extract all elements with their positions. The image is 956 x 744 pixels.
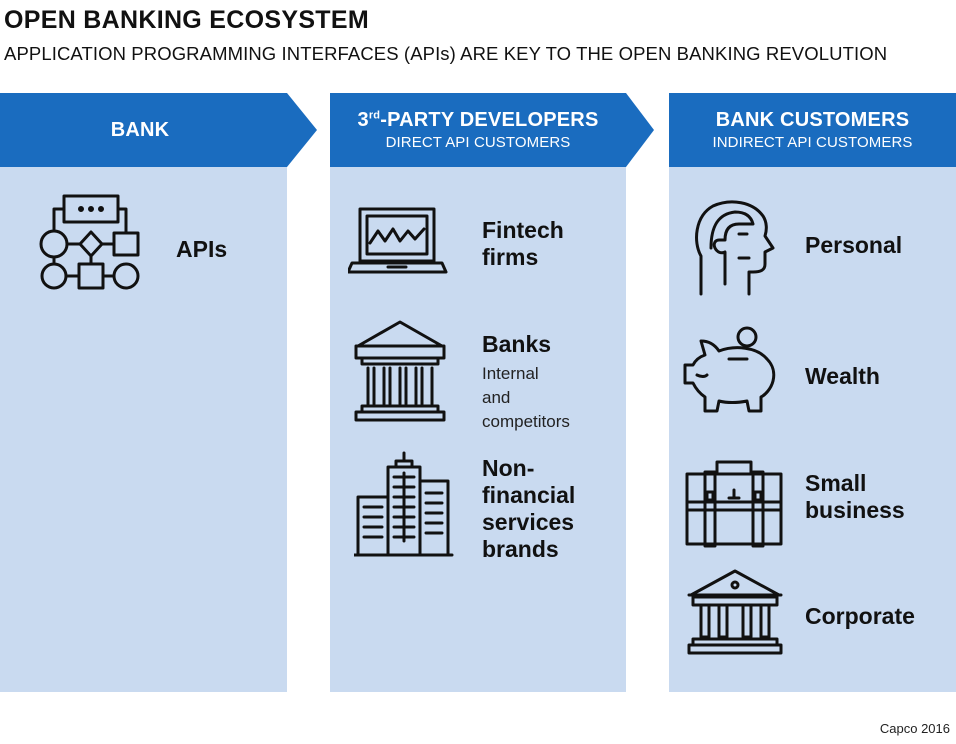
column-developers-header: 3rd-PARTY DEVELOPERS DIRECT API CUSTOMER… xyxy=(330,93,660,167)
column-developers-subtitle: DIRECT API CUSTOMERS xyxy=(385,134,571,151)
bank-building-icon xyxy=(354,320,446,422)
column-bank-title: BANK xyxy=(110,118,170,141)
item-label: Fintech firms xyxy=(482,217,564,271)
header-shape xyxy=(669,93,956,167)
label-line: firms xyxy=(482,244,539,270)
column-customers-subtitle: INDIRECT API CUSTOMERS xyxy=(712,134,913,151)
title-rest: -PARTY DEVELOPERS xyxy=(380,109,599,131)
sublabel-line: Internal and xyxy=(482,364,539,407)
label-line: services xyxy=(482,509,575,535)
title-ordinal-suffix: rd xyxy=(368,109,381,122)
column-developers: 3rd-PARTY DEVELOPERS DIRECT API CUSTOMER… xyxy=(330,93,654,692)
sublabel-line: competitors xyxy=(482,412,570,431)
corporate-building-icon xyxy=(687,569,783,655)
item-label: Banks xyxy=(482,331,552,357)
label-line: financial xyxy=(482,482,576,508)
item-label: Corporate xyxy=(805,603,915,629)
item-label: Wealth xyxy=(805,363,880,389)
person-head-icon xyxy=(695,200,775,296)
label-line: Fintech xyxy=(482,217,564,243)
label-line: Non- xyxy=(482,455,535,481)
laptop-chart-icon xyxy=(348,207,448,274)
header-arrow-shape xyxy=(0,93,317,167)
column-bank-header: BANK xyxy=(0,93,320,167)
flowchart-icon xyxy=(39,194,140,290)
column-customers-title: BANK CUSTOMERS xyxy=(715,109,910,131)
item-label: Personal xyxy=(805,232,903,258)
credit-text: Capco 2016 xyxy=(879,721,950,736)
header-arrow-shape xyxy=(330,93,654,167)
label-line: Small xyxy=(805,470,867,496)
briefcase-icon xyxy=(685,460,783,548)
item-label: Small business xyxy=(805,470,905,524)
column-bank: BANK APIs xyxy=(0,93,317,692)
item-label: APIs xyxy=(176,236,228,262)
title-number: 3 xyxy=(357,109,369,131)
label-line: business xyxy=(805,497,905,523)
column-developers-title: 3rd-PARTY DEVELOPERS xyxy=(358,109,599,132)
label-line: brands xyxy=(482,536,559,562)
column-customers-header: BANK CUSTOMERS INDIRECT API CUSTOMERS xyxy=(669,93,956,167)
item-label: Non- financial services brands xyxy=(482,455,575,563)
column-customers: BANK CUSTOMERS INDIRECT API CUSTOMERS Pe… xyxy=(669,93,956,692)
skyscrapers-icon xyxy=(354,451,454,557)
piggy-bank-icon xyxy=(683,326,776,413)
item-sublabel: Internal and competitors xyxy=(482,362,570,434)
page-subtitle: APPLICATION PROGRAMMING INTERFACES (APIs… xyxy=(4,43,888,64)
page-title: OPEN BANKING ECOSYSTEM xyxy=(4,6,369,34)
